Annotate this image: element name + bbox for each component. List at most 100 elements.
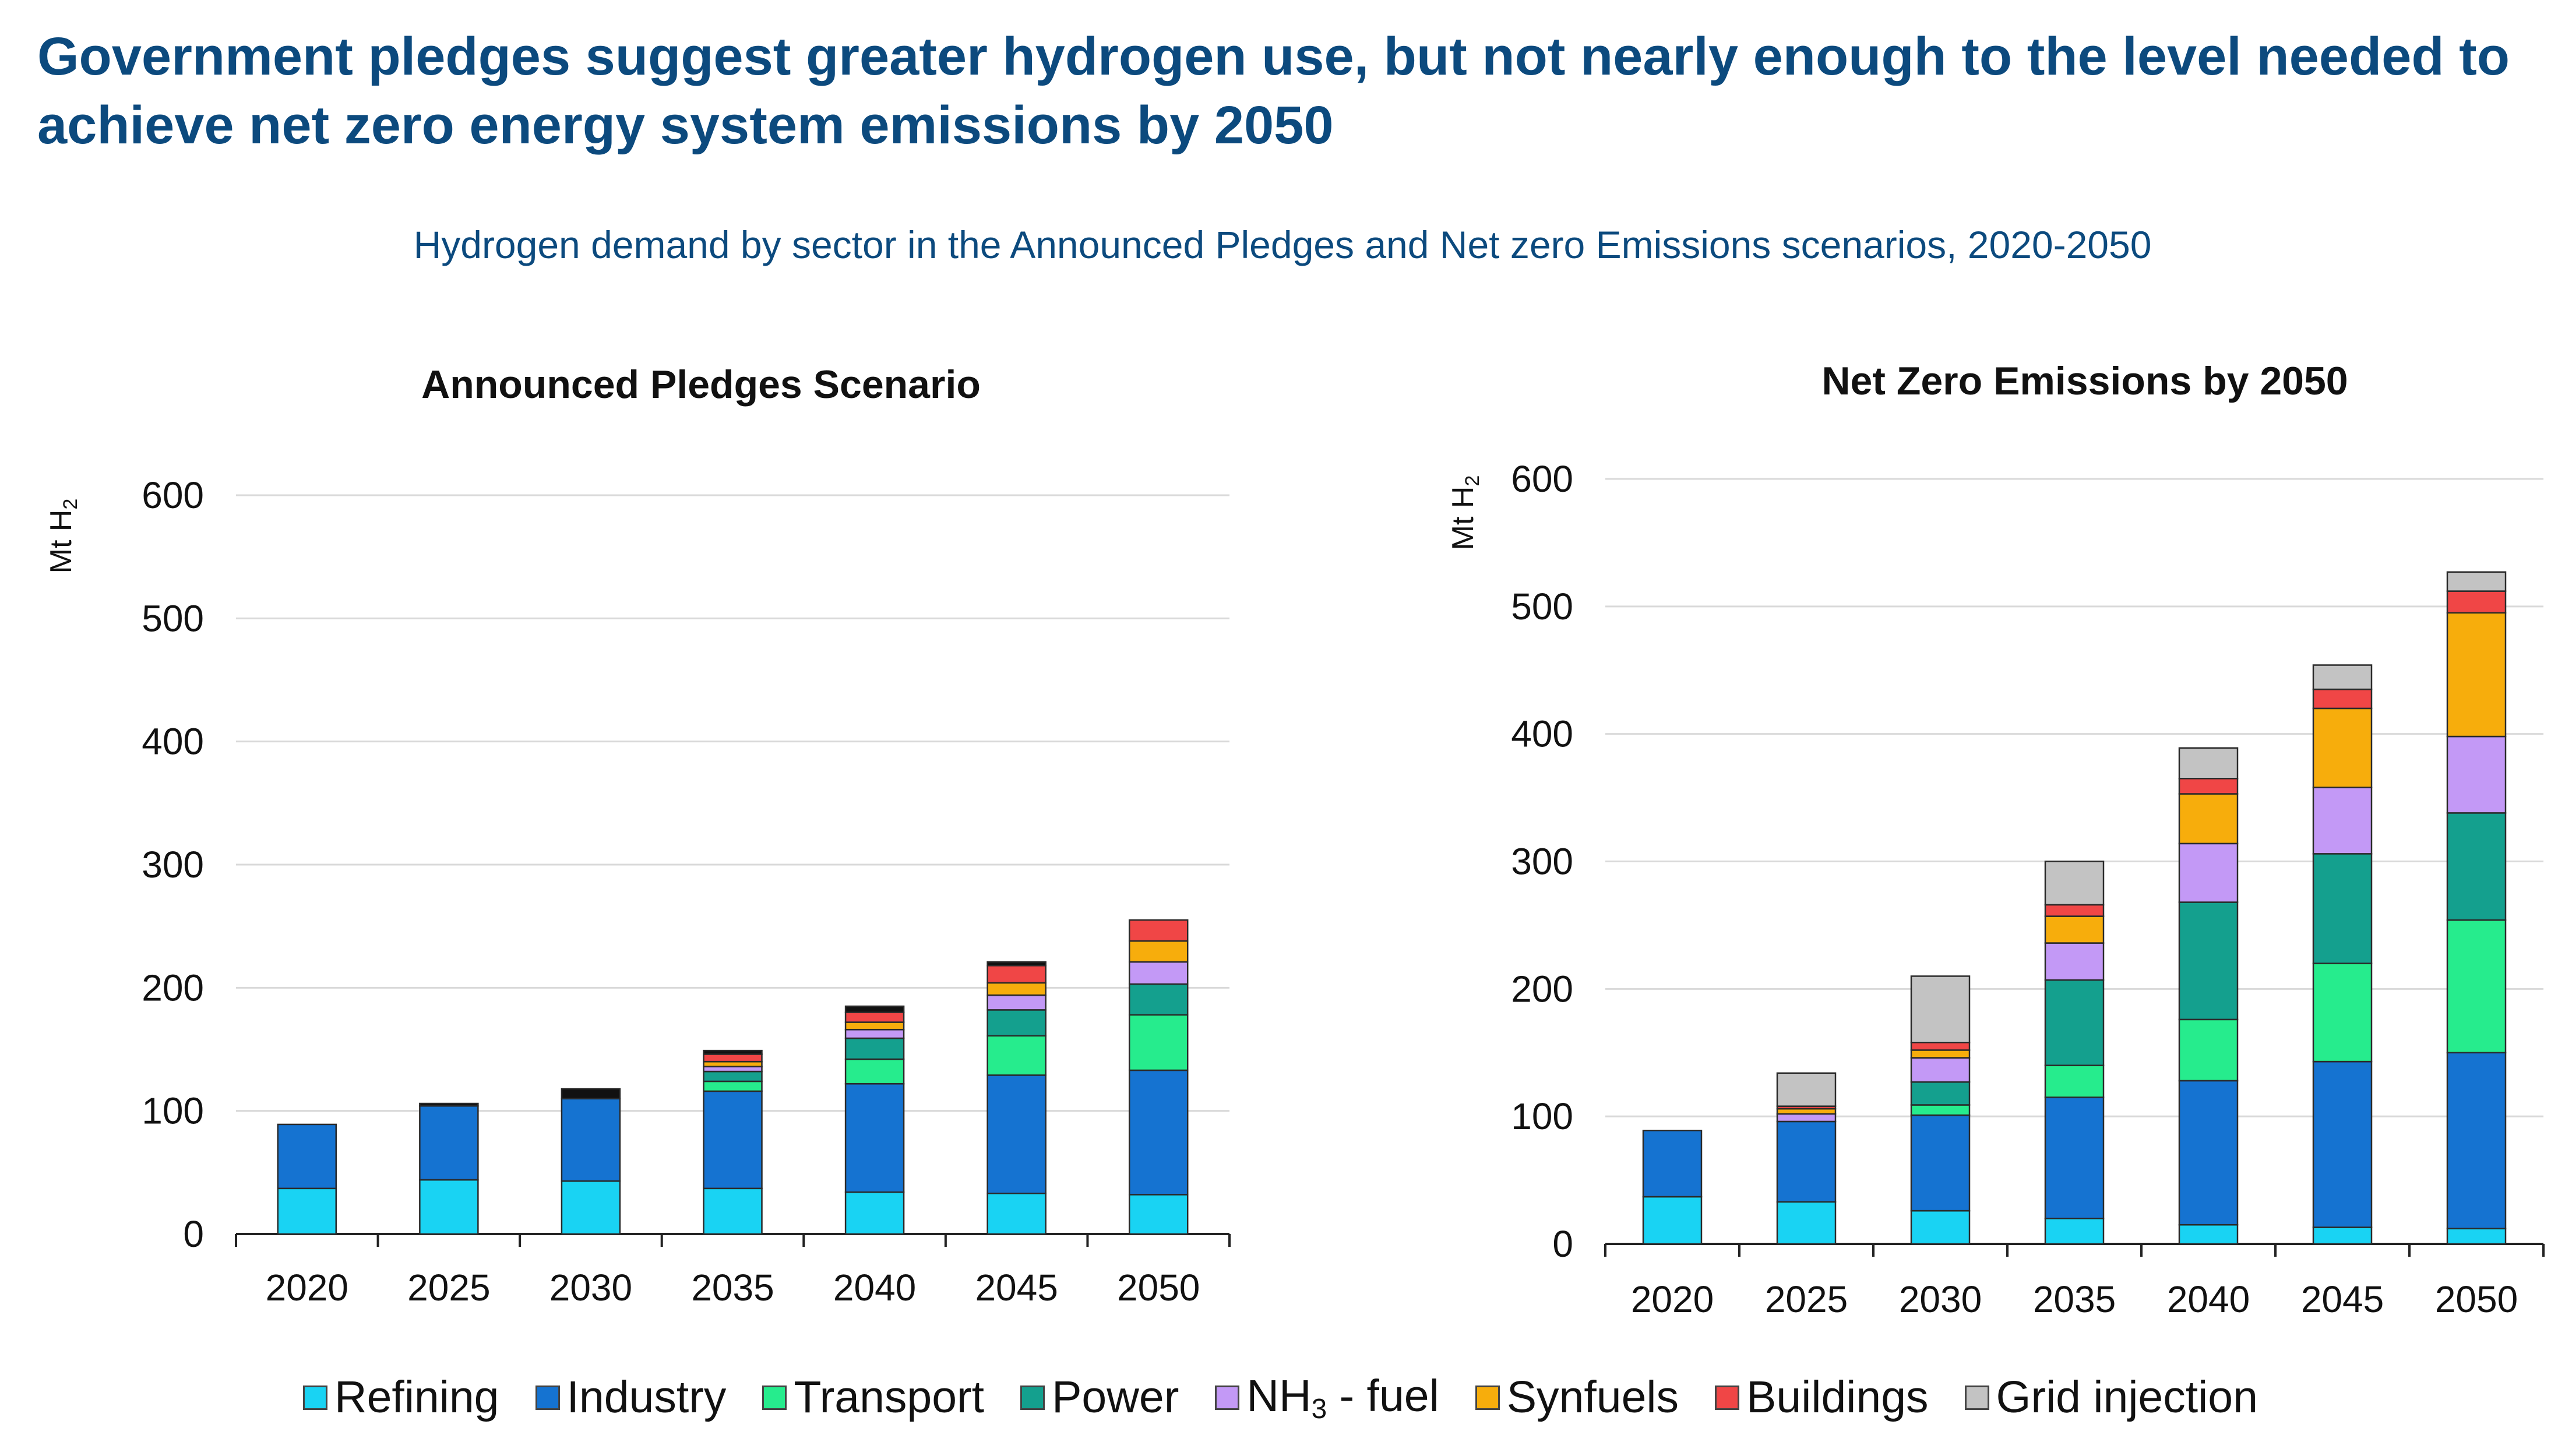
- bar-segment-synfuels-2040: [844, 1021, 905, 1031]
- legend-label: Industry: [566, 1372, 727, 1423]
- bar-segment-refining-2050: [1128, 1194, 1189, 1235]
- bar-segment-refining-2020: [1642, 1196, 1703, 1245]
- y-tick-label: 300: [142, 844, 204, 886]
- bar-segment-synfuels-2035: [2044, 915, 2105, 944]
- legend-swatch: [1964, 1385, 1989, 1410]
- x-tick-label: 2035: [2033, 1278, 2116, 1320]
- bar-segment-refining-2050: [2446, 1228, 2507, 1245]
- bar-segment-industry-2035: [703, 1090, 763, 1190]
- x-tick-label: 2045: [2301, 1278, 2384, 1320]
- bar-segment-power-2045: [2312, 853, 2373, 964]
- legend-swatch: [535, 1385, 560, 1410]
- y-tick-label: 600: [142, 474, 204, 516]
- legend-label: Power: [1052, 1372, 1179, 1423]
- chart-title: Announced Pledges Scenario: [421, 362, 981, 407]
- bar-segment-nh3-fuel-2050: [2446, 735, 2507, 814]
- x-tick-label: 2035: [691, 1267, 774, 1309]
- bar-segment-transport-2040: [844, 1058, 905, 1085]
- legend-swatch: [762, 1385, 787, 1410]
- bar-segment-transport-2030: [1910, 1104, 1971, 1116]
- bar-segment-industry-2035: [2044, 1097, 2105, 1219]
- y-tick-label: 500: [1511, 586, 1573, 627]
- bar-segment-power-2030: [1910, 1081, 1971, 1106]
- bar-segment-power-2035: [2044, 979, 2105, 1066]
- bar-segment-industry-2040: [844, 1083, 905, 1193]
- bar-segment-industry-2030: [561, 1098, 621, 1182]
- bar-segment-refining-2040: [844, 1191, 905, 1235]
- bar-segment-synfuels-2035: [703, 1060, 763, 1067]
- x-tick-label: 2020: [266, 1267, 348, 1309]
- legend-item-grid-injection: Grid injection: [1964, 1372, 2258, 1423]
- bar-segment-buildings-2040: [844, 1011, 905, 1023]
- bar-segment-industry-2050: [1128, 1069, 1189, 1196]
- bar-segment-synfuels-2050: [1128, 940, 1189, 963]
- bar-segment-nh3-fuel-2050: [1128, 961, 1189, 985]
- legend-item-nh3-fuel: NH3 - fuel: [1215, 1370, 1439, 1425]
- y-tick-label: 200: [142, 967, 204, 1009]
- bar-segment-nh3-fuel-2040: [844, 1028, 905, 1039]
- bar-segment-power-2045: [986, 1009, 1047, 1037]
- y-tick-label: 0: [183, 1213, 204, 1255]
- bar-segment-industry-2025: [1776, 1120, 1837, 1203]
- bar-segment-power-2040: [2178, 901, 2239, 1021]
- bar-segment-grid-injection-2050: [2446, 571, 2507, 592]
- x-tick-label: 2045: [975, 1267, 1058, 1309]
- bar-segment-synfuels-2045: [986, 982, 1047, 996]
- y-tick-label: 400: [142, 721, 204, 763]
- legend-item-buildings: Buildings: [1715, 1372, 1929, 1423]
- bar-segment-refining-2025: [1776, 1201, 1837, 1245]
- bar-segment-power-2050: [1128, 983, 1189, 1016]
- bar-segment-transport-2040: [2178, 1018, 2239, 1082]
- bar-segment-nh3-fuel-2045: [986, 994, 1047, 1011]
- chart-title: Net Zero Emissions by 2050: [1821, 359, 2348, 403]
- legend-item-transport: Transport: [762, 1372, 984, 1423]
- bar-segment-transport-2050: [2446, 919, 2507, 1053]
- chart-subtitle: Hydrogen demand by sector in the Announc…: [413, 223, 2152, 266]
- legend-swatch: [1020, 1385, 1045, 1410]
- bar-segment-refining-2025: [419, 1179, 479, 1235]
- bar-segment-nh3-fuel-2025: [1776, 1113, 1837, 1123]
- x-tick-label: 2025: [1765, 1278, 1848, 1320]
- bar-segment-transport-2045: [2312, 963, 2373, 1063]
- bar-segment-transport-2035: [703, 1080, 763, 1092]
- legend-item-refining: Refining: [303, 1372, 499, 1423]
- bar-segment-buildings-2035: [703, 1053, 763, 1063]
- legend-swatch: [1715, 1385, 1740, 1410]
- bar-segment-synfuels-2025: [1776, 1108, 1837, 1115]
- y-tick-label: 100: [142, 1090, 204, 1132]
- legend-label: NH3 - fuel: [1246, 1371, 1439, 1425]
- legend-label: Grid injection: [1996, 1372, 2258, 1423]
- y-tick-label: 0: [1552, 1223, 1573, 1265]
- y-axis-label: Mt H2: [1446, 475, 1484, 551]
- bar-segment-power-2035: [703, 1070, 763, 1083]
- y-axis-label: Mt H2: [44, 499, 82, 574]
- bar-segment-industry-2025: [419, 1105, 479, 1181]
- y-tick-label: 600: [1511, 458, 1573, 500]
- legend-swatch: [1475, 1385, 1500, 1410]
- bar-segment-grid-injection-2030: [1910, 975, 1971, 1043]
- bar-segment-synfuels-2040: [2178, 793, 2239, 845]
- legend-label: Synfuels: [1506, 1372, 1679, 1423]
- bar-segment-other-2045: [986, 961, 1047, 967]
- bar-segment-grid-injection-2040: [2178, 747, 2239, 780]
- y-tick-label: 100: [1511, 1095, 1573, 1137]
- y-tick-label: 400: [1511, 713, 1573, 755]
- bar-segment-refining-2035: [2044, 1217, 2105, 1245]
- chart-announced-pledges-scenario: Announced Pledges Scenario Mt H2 0 100 200 30…: [44, 362, 1231, 1309]
- legend-item-power: Power: [1020, 1372, 1179, 1423]
- bar-segment-industry-2045: [986, 1074, 1047, 1194]
- x-tick-label: 2050: [2435, 1278, 2518, 1320]
- bar-segment-buildings-2045: [2312, 688, 2373, 710]
- headline: Government pledges suggest greater hydro…: [37, 27, 2510, 155]
- bar-segment-industry-2040: [2178, 1080, 2239, 1226]
- bar-segment-transport-2045: [986, 1035, 1047, 1076]
- bar-segment-refining-2045: [2312, 1226, 2373, 1245]
- bar-segment-buildings-2045: [986, 965, 1047, 984]
- x-tick-label: 2020: [1631, 1278, 1714, 1320]
- bar-segment-buildings-2035: [2044, 904, 2105, 917]
- bar-segment-grid-injection-2045: [2312, 664, 2373, 690]
- bar-segment-buildings-2050: [2446, 590, 2507, 614]
- bar-segment-synfuels-2045: [2312, 707, 2373, 788]
- bar-segment-grid-injection-2025: [1776, 1072, 1837, 1107]
